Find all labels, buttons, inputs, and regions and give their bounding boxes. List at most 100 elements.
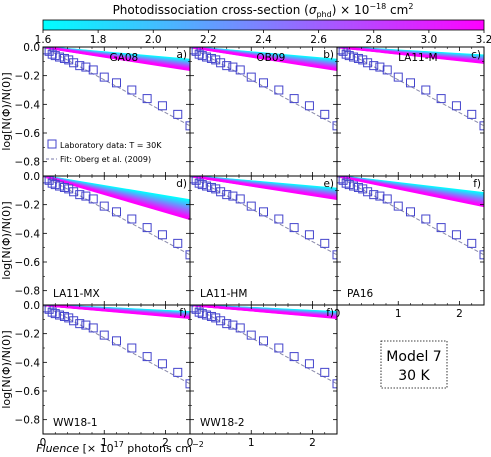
data-point xyxy=(289,223,299,233)
legend-fit-label: Fit: Oberg et al. (2009) xyxy=(60,155,151,164)
data-point xyxy=(349,181,359,191)
panel-ob09: b) OB09 xyxy=(189,46,338,177)
data-point xyxy=(55,52,65,62)
data-point xyxy=(157,359,167,369)
data-point xyxy=(81,320,91,330)
data-point xyxy=(222,190,232,200)
model-band xyxy=(190,47,337,72)
data-point xyxy=(216,58,226,68)
colorbar-tick-label: 2.2 xyxy=(200,34,217,46)
data-point xyxy=(259,207,268,217)
y-tick-label: −0.2 xyxy=(15,71,41,83)
data-point xyxy=(363,58,373,68)
data-point xyxy=(341,49,351,59)
data-point xyxy=(64,55,74,65)
fit-line xyxy=(190,176,337,256)
data-point xyxy=(369,61,379,71)
panel-la11-mx: 0.0 −0.2 −0.4 −0.6 −0.8 d) LA11-MX xyxy=(15,171,191,306)
panel-ww18-1: 0.0 −0.2 −0.4 −0.6 −0.8 0 1 2 f) WW18-1 xyxy=(15,300,191,449)
data-point xyxy=(421,214,431,224)
data-point xyxy=(341,178,351,188)
colorbar-tick-label: 1.8 xyxy=(90,34,107,46)
lab-data-points xyxy=(190,47,337,131)
panel-label: LA11-MX xyxy=(53,288,100,300)
data-point xyxy=(194,178,204,188)
data-point xyxy=(451,230,461,240)
data-point xyxy=(194,307,204,317)
data-point xyxy=(467,238,477,248)
y-tick-label: −0.6 xyxy=(15,257,41,269)
data-point xyxy=(274,214,284,224)
data-point xyxy=(142,94,152,104)
panel-frame xyxy=(42,304,191,435)
model-band xyxy=(43,176,190,221)
panel-ww18-2: 0 1 2 f) WW18-2 xyxy=(187,304,338,449)
colorbar-ticks: 1.6 1.8 2.0 2.2 2.4 2.6 2.8 3.0 3.2 xyxy=(35,30,491,46)
colorbar-tick-label: 3.2 xyxy=(476,34,491,46)
data-point xyxy=(382,65,392,75)
data-point xyxy=(75,190,85,200)
data-point xyxy=(112,336,121,346)
panel-label: PA16 xyxy=(347,288,374,300)
panel-label: LA11-M xyxy=(398,52,437,64)
data-point xyxy=(47,49,57,59)
data-point xyxy=(259,336,268,346)
y-tick-label: −0.8 xyxy=(15,157,41,169)
model-curve xyxy=(190,305,337,319)
y-tick-label: −0.6 xyxy=(15,386,41,398)
data-point xyxy=(228,62,238,72)
data-point xyxy=(173,367,183,377)
data-point xyxy=(289,94,299,104)
data-point xyxy=(185,250,190,260)
data-point xyxy=(246,72,256,82)
data-point xyxy=(157,230,167,240)
data-point xyxy=(436,94,446,104)
data-point xyxy=(235,65,245,75)
data-point xyxy=(81,62,91,72)
colorbar-tick-label: 1.6 xyxy=(35,34,52,46)
data-point xyxy=(235,194,245,204)
panel-label: GA08 xyxy=(110,52,139,64)
data-point xyxy=(211,313,221,323)
fit-line xyxy=(190,47,337,127)
data-point xyxy=(363,187,373,197)
lab-data-points xyxy=(190,176,337,260)
x-tick-label: 0 xyxy=(40,437,47,449)
model-box-line1: Model 7 xyxy=(386,349,441,365)
data-point xyxy=(274,85,284,95)
data-point xyxy=(320,367,330,377)
panel-label: OB09 xyxy=(256,52,285,64)
model-curve xyxy=(190,47,337,72)
data-point xyxy=(228,320,238,330)
data-point xyxy=(75,61,85,71)
data-point xyxy=(375,62,385,72)
data-point xyxy=(88,194,98,204)
data-point xyxy=(222,319,232,329)
lab-data-points xyxy=(43,305,190,389)
panel-grid: 0.0 −0.2 −0.4 −0.6 −0.8 a) GA08 b) OB09 c) LA11-M 0… xyxy=(15,42,485,449)
data-point xyxy=(436,223,446,233)
data-point xyxy=(216,187,226,197)
data-point xyxy=(55,181,65,191)
model-band xyxy=(190,176,337,201)
y-tick-label: −0.2 xyxy=(15,329,41,341)
data-point xyxy=(211,55,221,65)
data-point xyxy=(235,323,245,333)
data-point xyxy=(194,49,204,59)
data-point xyxy=(274,343,284,353)
lab-data-points xyxy=(337,176,484,260)
panel-tag: f) xyxy=(326,307,334,319)
data-point xyxy=(332,250,337,260)
data-point xyxy=(69,58,79,68)
data-point xyxy=(451,101,461,111)
fit-line xyxy=(43,176,190,256)
data-point xyxy=(393,72,403,82)
data-point xyxy=(349,52,359,62)
data-point xyxy=(112,207,121,217)
model-curve xyxy=(337,47,484,64)
legend: Laboratory data: T = 30K Fit: Oberg et a… xyxy=(46,139,162,164)
data-point xyxy=(369,190,379,200)
data-point xyxy=(406,207,415,217)
data-point xyxy=(246,201,256,211)
